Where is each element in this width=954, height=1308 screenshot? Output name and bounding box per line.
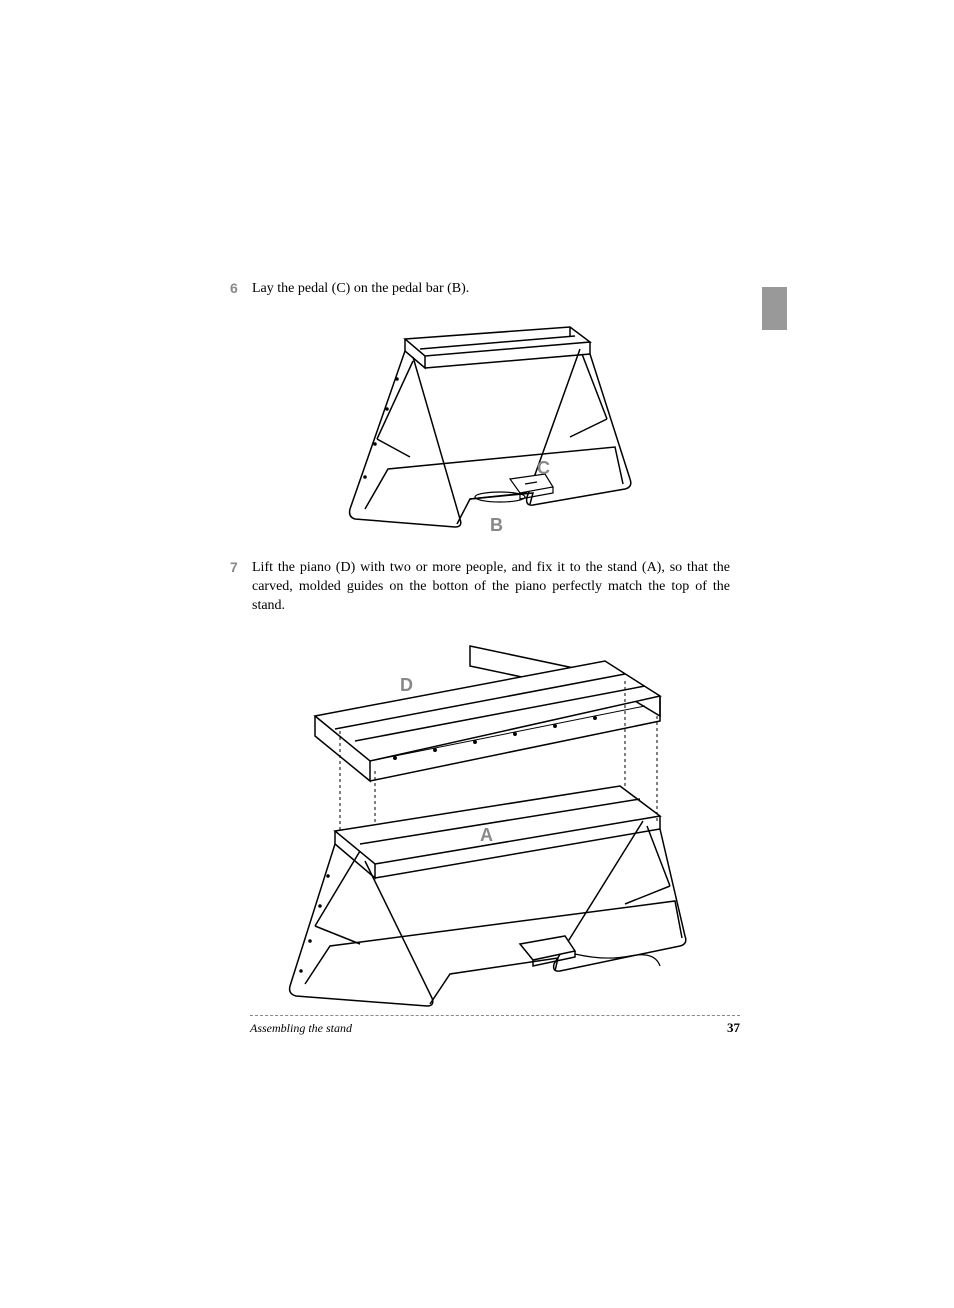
footer-title: Assembling the stand <box>250 1021 352 1036</box>
label-a: A <box>480 825 493 845</box>
page-content: 6 Lay the pedal (C) on the pedal bar (B)… <box>230 280 730 1036</box>
step-number: 6 <box>230 280 252 299</box>
step-7: 7 Lift the piano (D) with two or more pe… <box>230 559 730 616</box>
step-6: 6 Lay the pedal (C) on the pedal bar (B)… <box>230 280 730 299</box>
step-text: Lift the piano (D) with two or more peop… <box>252 559 730 616</box>
diagram-piano-stand: D A <box>265 626 695 1016</box>
step-number: 7 <box>230 559 252 616</box>
label-b: B <box>490 515 503 535</box>
label-c: C <box>537 458 550 478</box>
label-d: D <box>400 675 413 695</box>
page-tab <box>762 287 787 330</box>
step-text: Lay the pedal (C) on the pedal bar (B). <box>252 280 469 299</box>
footer-page-number: 37 <box>727 1020 740 1036</box>
diagram-pedal-stand: C B <box>315 309 645 539</box>
page-footer: Assembling the stand 37 <box>250 1015 740 1036</box>
